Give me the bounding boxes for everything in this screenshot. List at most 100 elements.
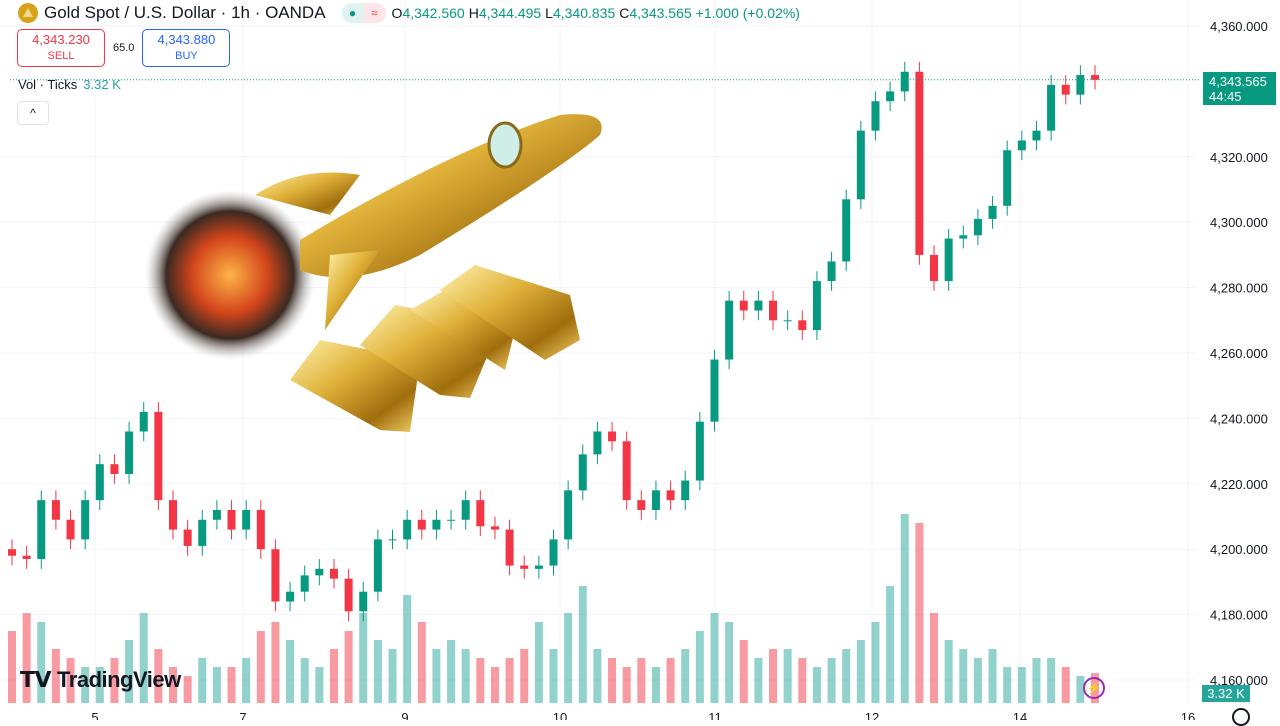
candle-body [681,480,690,501]
candle-body [95,464,104,501]
volume-legend-value: 3.32 K [83,77,121,92]
market-status[interactable]: ● ≈ [341,3,386,23]
candle-body [1061,84,1070,95]
spread-value: 65.0 [113,42,135,54]
y-tick-label: 4,180.000 [1210,608,1268,623]
volume-bar [432,649,441,703]
candle-body [168,500,177,530]
symbol-title[interactable]: Gold Spot / U.S. Dollar · 1h · OANDA [44,3,326,22]
change-value: +1.000 (+0.02%) [695,5,800,21]
open-value: 4,342.560 [402,5,465,21]
volume-bar [447,640,456,703]
volume-bar [710,613,719,703]
volume-bar [549,649,558,703]
candle-body [915,71,924,255]
volume-bar [51,649,60,703]
volume-bar [915,523,924,703]
x-tick-label: 5 [91,710,98,720]
candle-body [271,549,280,602]
settings-icon[interactable] [1232,708,1250,726]
lightning-icon[interactable]: ⚡ [1083,677,1105,699]
x-tick-label: 11 [708,710,722,720]
rocket-gold-illustration [145,114,602,432]
collapse-legend-button[interactable]: ^ [17,101,49,125]
candle-body [534,565,543,569]
candle-body [1047,84,1056,131]
volume-bar [769,649,778,703]
volume-bar [110,658,119,703]
candle-body [666,490,675,501]
candle-body [242,509,251,530]
candle-body [344,578,353,612]
volume-bar [300,658,309,703]
candle-body [315,568,324,576]
volume-bar [66,658,75,703]
candle-body [110,464,119,474]
volume-bar [900,514,909,703]
volume-bar [1047,658,1056,703]
volume-bar [125,640,134,703]
candle-body [505,529,514,566]
buy-button[interactable]: 4,343.880 BUY [142,29,231,67]
candle-body [227,509,236,530]
volume-bar [1061,667,1070,703]
volume-bar [168,667,177,703]
close-value: 4,343.565 [629,5,692,21]
market-open-dot-icon: ● [341,3,364,23]
volume-legend[interactable]: Vol · Ticks 3.32 K [18,77,121,92]
sell-button[interactable]: 4,343.230 SELL [17,29,105,67]
volume-bar [490,667,499,703]
candle-body [549,539,558,566]
candle-body [490,526,499,530]
sell-label: SELL [47,50,75,62]
candle-body [1032,130,1041,141]
candle-body [959,235,968,239]
candle-body [1003,150,1012,206]
candle-body [198,519,207,546]
tradingview-logo[interactable]: 𝗧𝗩 TradingView [20,667,181,693]
candle-body [286,591,295,602]
volume-bar [754,658,763,703]
price-axis[interactable]: 4,360.000 4,320.000 4,300.000 4,280.000 4,26… [1210,19,1268,688]
candle-body [417,519,426,530]
volume-bar [622,667,631,703]
trade-panel: 4,343.230 SELL 65.0 4,343.880 BUY [17,29,231,67]
candle-body [783,320,792,322]
high-label: H [468,5,479,21]
candle-body [37,500,46,560]
candle-body [827,261,836,282]
ohlc-values: O4,342.560 H4,344.495 L4,340.835 C4,343.… [392,5,800,21]
candle-body [183,529,192,546]
candle-body [520,565,529,569]
volume-bar [681,649,690,703]
y-tick-label: 4,280.000 [1210,281,1268,296]
volume-bar [608,658,617,703]
candle-body [900,71,909,92]
candle-body [139,411,148,432]
time-axis[interactable]: 5 7 9 10 11 12 14 16 [91,710,1195,720]
candle-body [476,500,485,527]
candle-body [973,218,982,236]
volume-bar [593,649,602,703]
volume-bar [139,613,148,703]
volume-bars [8,514,1099,703]
volume-bar [666,658,675,703]
volume-bar [403,595,412,703]
candle-body [447,519,456,521]
volume-bar [271,622,280,703]
volume-bar [827,658,836,703]
volume-bar [95,667,104,703]
volume-bar [505,658,514,703]
open-label: O [391,5,403,21]
volume-bar [315,667,324,703]
candle-body [1017,140,1026,151]
candle-body [81,500,90,540]
candle-body [622,441,631,501]
volume-bar [198,658,207,703]
volume-bar [8,631,16,703]
x-tick-label: 14 [1013,710,1027,720]
x-tick-label: 12 [865,710,879,720]
volume-bar [798,658,807,703]
volume-bar [461,649,470,703]
